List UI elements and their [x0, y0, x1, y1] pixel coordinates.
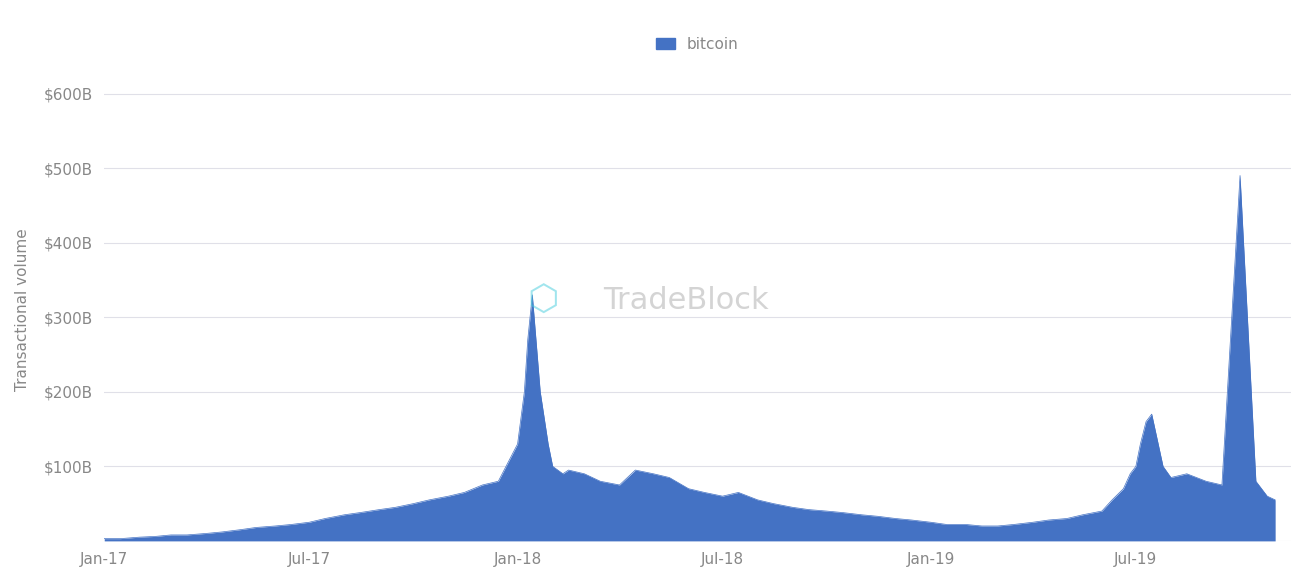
Text: ⬡: ⬡	[528, 283, 559, 318]
Y-axis label: Transactional volume: Transactional volume	[14, 228, 30, 391]
Text: TradeBlock: TradeBlock	[602, 286, 768, 315]
Legend: bitcoin: bitcoin	[650, 31, 744, 58]
